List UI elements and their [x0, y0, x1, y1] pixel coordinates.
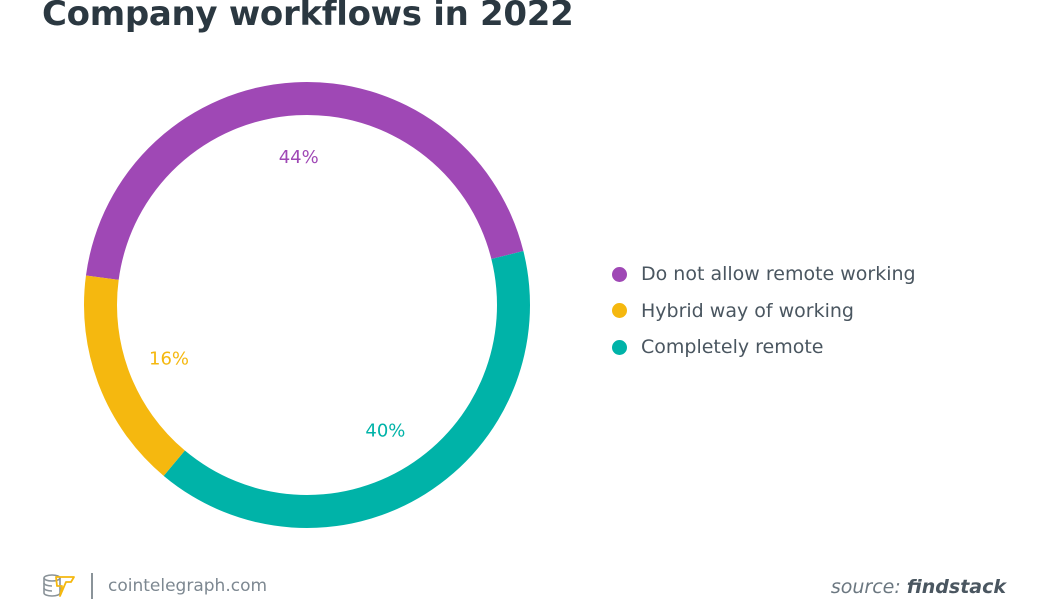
slice-label: 16%	[149, 349, 189, 370]
donut-slice	[83, 275, 185, 476]
legend-label: Hybrid way of working	[641, 299, 854, 322]
site-name: cointelegraph.com	[108, 576, 268, 596]
source-credit: source: findstack	[831, 576, 1006, 598]
cointelegraph-logo-icon	[43, 574, 75, 597]
legend-item: Completely remote	[612, 329, 916, 366]
slice-label: 44%	[279, 147, 319, 168]
donut-slice	[85, 81, 524, 280]
legend-dot-icon	[612, 303, 627, 319]
legend-item: Do not allow remote working	[612, 256, 916, 293]
legend-item: Hybrid way of working	[612, 293, 916, 330]
legend: Do not allow remote working Hybrid way o…	[612, 256, 916, 366]
slice-label: 40%	[365, 421, 405, 442]
source-name: findstack	[906, 576, 1006, 598]
source-prefix: source:	[830, 576, 901, 598]
legend-dot-icon	[612, 339, 627, 355]
donut-slice	[163, 251, 531, 529]
legend-label: Completely remote	[641, 336, 824, 359]
chart-title: Company workflows in 2022	[42, 0, 574, 34]
legend-label: Do not allow remote working	[641, 263, 916, 286]
footer-divider	[91, 573, 93, 599]
legend-dot-icon	[612, 266, 627, 282]
